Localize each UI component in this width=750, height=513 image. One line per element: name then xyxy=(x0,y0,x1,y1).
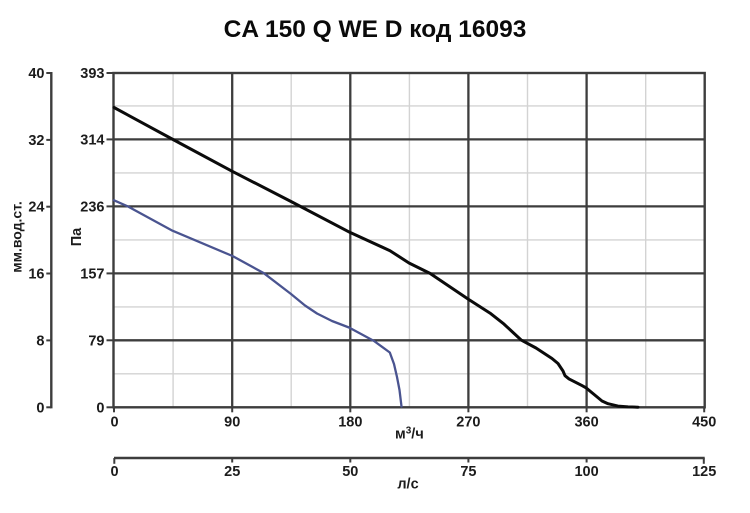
svg-text:CA 150 Q WE D код 16093: CA 150 Q WE D код 16093 xyxy=(224,16,527,43)
svg-text:79: 79 xyxy=(88,333,104,349)
svg-text:270: 270 xyxy=(456,415,480,431)
svg-text:157: 157 xyxy=(80,266,104,282)
svg-text:125: 125 xyxy=(692,464,716,480)
svg-text:450: 450 xyxy=(692,415,716,431)
svg-text:8: 8 xyxy=(36,333,44,349)
svg-text:м3/ч: м3/ч xyxy=(395,426,424,443)
svg-text:180: 180 xyxy=(338,415,362,431)
svg-text:л/с: л/с xyxy=(397,477,418,493)
svg-text:50: 50 xyxy=(342,464,358,480)
svg-text:314: 314 xyxy=(80,132,104,148)
svg-text:0: 0 xyxy=(96,400,104,416)
svg-text:40: 40 xyxy=(28,66,44,82)
svg-text:236: 236 xyxy=(80,199,104,215)
svg-text:Па: Па xyxy=(69,227,85,246)
svg-text:24: 24 xyxy=(28,200,44,216)
svg-text:75: 75 xyxy=(460,464,476,480)
svg-text:мм.вод.ст.: мм.вод.ст. xyxy=(9,201,25,272)
svg-text:32: 32 xyxy=(28,133,44,149)
svg-text:0: 0 xyxy=(110,415,118,431)
svg-text:100: 100 xyxy=(574,464,598,480)
svg-text:393: 393 xyxy=(80,66,104,82)
svg-text:0: 0 xyxy=(36,400,44,416)
svg-text:90: 90 xyxy=(224,415,240,431)
svg-text:16: 16 xyxy=(28,267,44,283)
svg-text:0: 0 xyxy=(110,464,118,480)
svg-text:360: 360 xyxy=(574,415,598,431)
svg-text:25: 25 xyxy=(224,464,240,480)
